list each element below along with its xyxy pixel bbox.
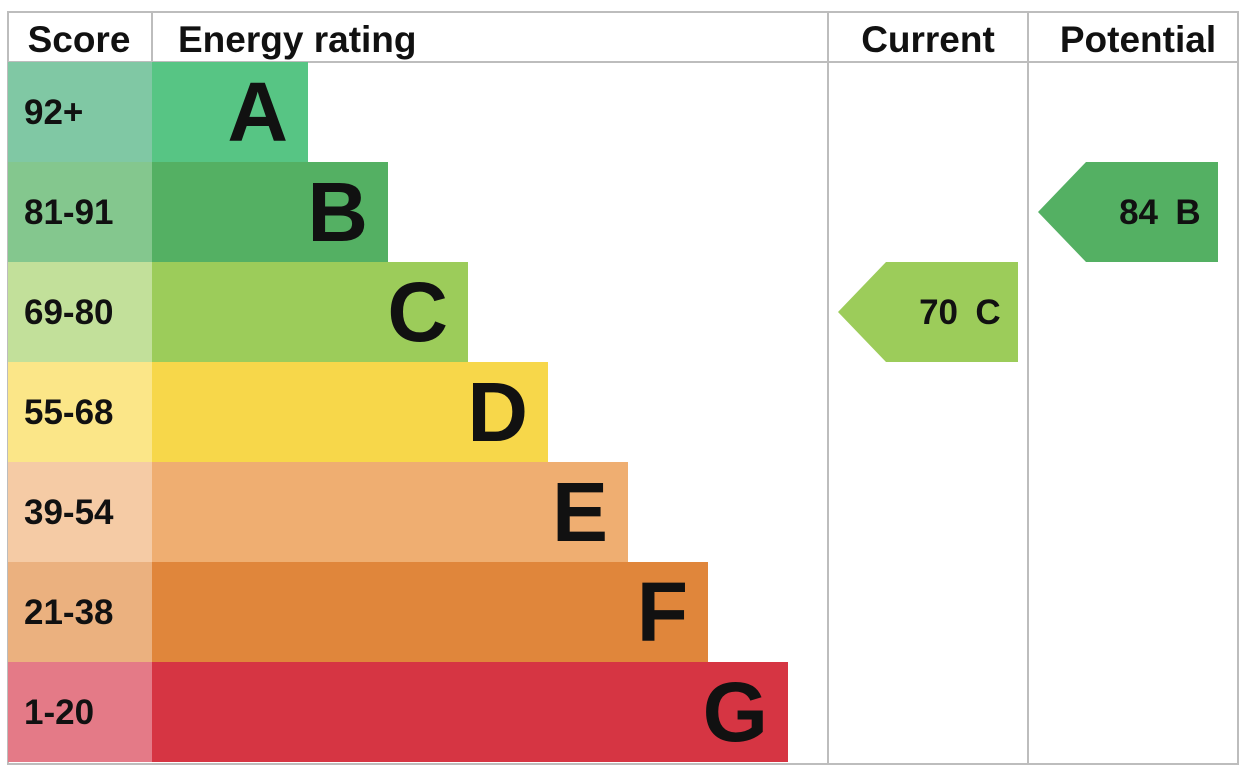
header-score: Score xyxy=(28,19,131,60)
current-band-letter: C xyxy=(975,293,1000,332)
band-letter-f: F xyxy=(637,565,688,659)
band-bar-g xyxy=(152,662,788,762)
score-label-d: 55-68 xyxy=(24,393,114,432)
band-bar-f xyxy=(152,562,708,662)
band-letter-a: A xyxy=(227,65,288,159)
rating-bands: 92+ A 81-91 B 69-80 C 55-68 D 39-54 E 21-38 F 1-20 G xyxy=(8,62,788,762)
band-letter-d: D xyxy=(467,365,528,459)
rating-arrows: 70 C 84 B xyxy=(838,162,1218,362)
header-energy-rating: Energy rating xyxy=(178,19,417,60)
score-cell-b xyxy=(8,162,152,262)
potential-band-letter: B xyxy=(1175,193,1200,232)
header-current: Current xyxy=(861,19,995,60)
band-letter-c: C xyxy=(387,265,448,359)
score-cell-c xyxy=(8,262,152,362)
potential-score-value: 84 xyxy=(1119,193,1158,232)
score-label-a: 92+ xyxy=(24,93,83,132)
score-label-c: 69-80 xyxy=(24,293,114,332)
potential-arrow xyxy=(1038,162,1218,262)
score-cell-f xyxy=(8,562,152,662)
score-label-b: 81-91 xyxy=(24,193,114,232)
current-arrow xyxy=(838,262,1018,362)
score-label-g: 1-20 xyxy=(24,693,94,732)
band-bar-c xyxy=(152,262,468,362)
band-bar-e xyxy=(152,462,628,562)
score-cell-g xyxy=(8,662,152,762)
band-bar-a xyxy=(152,62,308,162)
band-letter-g: G xyxy=(703,665,768,759)
score-cell-a xyxy=(8,62,152,162)
score-label-f: 21-38 xyxy=(24,593,114,632)
band-letter-b: B xyxy=(307,165,368,259)
score-cell-e xyxy=(8,462,152,562)
header-potential: Potential xyxy=(1060,19,1216,60)
band-bar-d xyxy=(152,362,548,462)
current-score-value: 70 xyxy=(919,293,958,332)
score-cell-d xyxy=(8,362,152,462)
band-bar-b xyxy=(152,162,388,262)
band-letter-e: E xyxy=(552,465,608,559)
score-label-e: 39-54 xyxy=(24,493,114,532)
